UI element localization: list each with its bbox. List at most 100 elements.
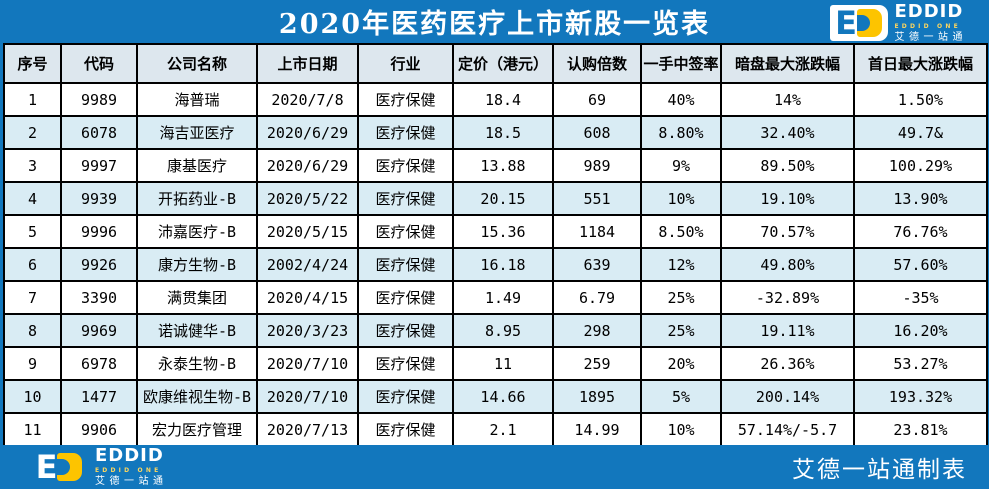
table-cell: 989 — [552, 148, 642, 183]
table-cell: 25% — [640, 280, 722, 315]
table-cell: 259 — [552, 346, 642, 381]
table-cell: 11 — [452, 346, 554, 381]
table-cell: 2020/6/29 — [256, 115, 359, 150]
table-wrap: 序号 代码 公司名称 上市日期 行业 定价（港元） 认购倍数 一手中签率 暗盘最… — [3, 43, 988, 447]
monogram-letter-e: E — [835, 4, 857, 42]
table-cell: 医疗保健 — [357, 379, 454, 414]
table-cell: 2020/5/15 — [256, 214, 359, 249]
table-cell: 69 — [552, 82, 642, 117]
table-cell: 70.57% — [720, 214, 855, 249]
table-cell: 7 — [3, 280, 62, 315]
col-header-price: 定价（港元） — [452, 43, 554, 84]
brand-name-cn: 艾德一站通 — [95, 476, 168, 487]
table-cell: 1.50% — [853, 82, 988, 117]
brand-text: EDDID EDDID ONE 艾德一站通 — [895, 3, 968, 43]
table-cell: 9% — [640, 148, 722, 183]
table-cell: 5 — [3, 214, 62, 249]
table-cell: 10% — [640, 412, 722, 447]
monogram-letter-d-icon — [856, 9, 882, 37]
table-row: 6 9926 康方生物-B 2002/4/24 医疗保健 16.18 639 12% 49.80… — [3, 247, 988, 282]
footer-logo: E EDDID EDDID ONE 艾德一站通 — [30, 447, 168, 487]
table-cell: 5% — [640, 379, 722, 414]
table-cell: 6 — [3, 247, 62, 282]
table-cell: 8.50% — [640, 214, 722, 249]
table-cell: 13.90% — [853, 181, 988, 216]
table-row: 5 9996 沛嘉医疗-B 2020/5/15 医疗保健 15.36 1184 8.50% 70… — [3, 214, 988, 249]
table-cell: 100.29% — [853, 148, 988, 183]
ipo-table: 序号 代码 公司名称 上市日期 行业 定价（港元） 认购倍数 一手中签率 暗盘最… — [3, 43, 988, 447]
table-cell: 19.10% — [720, 181, 855, 216]
table-cell: 57.14%/-5.7 — [720, 412, 855, 447]
table-cell: 9997 — [60, 148, 138, 183]
table-row: 4 9939 开拓药业-B 2020/5/22 医疗保健 20.15 551 10% 19.10… — [3, 181, 988, 216]
table-cell: 医疗保健 — [357, 181, 454, 216]
table-cell: 13.88 — [452, 148, 554, 183]
table-header-row: 序号 代码 公司名称 上市日期 行业 定价（港元） 认购倍数 一手中签率 暗盘最… — [3, 43, 988, 84]
table-cell: 639 — [552, 247, 642, 282]
table-cell: 4 — [3, 181, 62, 216]
brand-name-en: EDDID — [95, 445, 164, 466]
table-cell: 海普瑞 — [136, 82, 258, 117]
table-cell: 15.36 — [452, 214, 554, 249]
table-cell: 40% — [640, 82, 722, 117]
table-cell: 2 — [3, 115, 62, 150]
col-header-list-date: 上市日期 — [256, 43, 359, 84]
table-cell: 26.36% — [720, 346, 855, 381]
table-row: 11 9906 宏力医疗管理 2020/7/13 医疗保健 2.1 14.99 10% 57.1… — [3, 412, 988, 447]
table-cell: 医疗保健 — [357, 115, 454, 150]
table-cell: 18.4 — [452, 82, 554, 117]
col-header-first-day-change: 首日最大涨跌幅 — [853, 43, 988, 84]
footer-credit: 艾德一站通制表 — [792, 457, 967, 483]
table-cell: 193.32% — [853, 379, 988, 414]
table-cell: 18.5 — [452, 115, 554, 150]
table-cell: 16.18 — [452, 247, 554, 282]
table-cell: 医疗保健 — [357, 280, 454, 315]
table-cell: 3390 — [60, 280, 138, 315]
col-header-industry: 行业 — [357, 43, 454, 84]
table-cell: 49.7& — [853, 115, 988, 150]
title-bar: 2020年医药医疗上市新股一览表 E EDDID EDDID ONE 艾德一站通 — [0, 0, 989, 43]
table-row: 2 6078 海吉亚医疗 2020/6/29 医疗保健 18.5 608 8.80% 32.40… — [3, 115, 988, 150]
table-cell: 11 — [3, 412, 62, 447]
table-cell: 1184 — [552, 214, 642, 249]
table-cell: 1895 — [552, 379, 642, 414]
table-cell: 9906 — [60, 412, 138, 447]
table-cell: 9926 — [60, 247, 138, 282]
table-cell: -32.89% — [720, 280, 855, 315]
table-cell: 25% — [640, 313, 722, 348]
table-row: 7 3390 满贯集团 2020/4/15 医疗保健 1.49 6.79 25% -32.89%… — [3, 280, 988, 315]
table-cell: 医疗保健 — [357, 82, 454, 117]
table-cell: 诺诚健华-B — [136, 313, 258, 348]
table-cell: 1477 — [60, 379, 138, 414]
table-cell: 76.76% — [853, 214, 988, 249]
table-cell: 49.80% — [720, 247, 855, 282]
brand-name-sub: EDDID ONE — [95, 467, 162, 474]
table-cell: 551 — [552, 181, 642, 216]
table-cell: 医疗保健 — [357, 148, 454, 183]
table-cell: 2020/4/15 — [256, 280, 359, 315]
table-cell: 9989 — [60, 82, 138, 117]
table-cell: 2020/7/8 — [256, 82, 359, 117]
table-cell: 20% — [640, 346, 722, 381]
table-cell: 9 — [3, 346, 62, 381]
table-cell: 永泰生物-B — [136, 346, 258, 381]
table-cell: 8 — [3, 313, 62, 348]
brand-text: EDDID EDDID ONE 艾德一站通 — [95, 447, 168, 487]
eddid-monogram-icon: E — [30, 449, 88, 485]
brand-name-sub: EDDID ONE — [894, 23, 961, 30]
table-cell: 14% — [720, 82, 855, 117]
table-cell: 欧康维视生物-B — [136, 379, 258, 414]
col-header-index: 序号 — [3, 43, 62, 84]
table-cell: 1.49 — [452, 280, 554, 315]
table-cell: 沛嘉医疗-B — [136, 214, 258, 249]
table-cell: 海吉亚医疗 — [136, 115, 258, 150]
col-header-company: 公司名称 — [136, 43, 258, 84]
table-cell: 1 — [3, 82, 62, 117]
table-row: 3 9997 康基医疗 2020/6/29 医疗保健 13.88 989 9% 89.50% 10… — [3, 148, 988, 183]
eddid-monogram-icon: E — [829, 4, 888, 42]
table-cell: 2020/3/23 — [256, 313, 359, 348]
table-cell: 2002/4/24 — [256, 247, 359, 282]
table-cell: 2020/7/13 — [256, 412, 359, 447]
table-cell: 23.81% — [853, 412, 988, 447]
